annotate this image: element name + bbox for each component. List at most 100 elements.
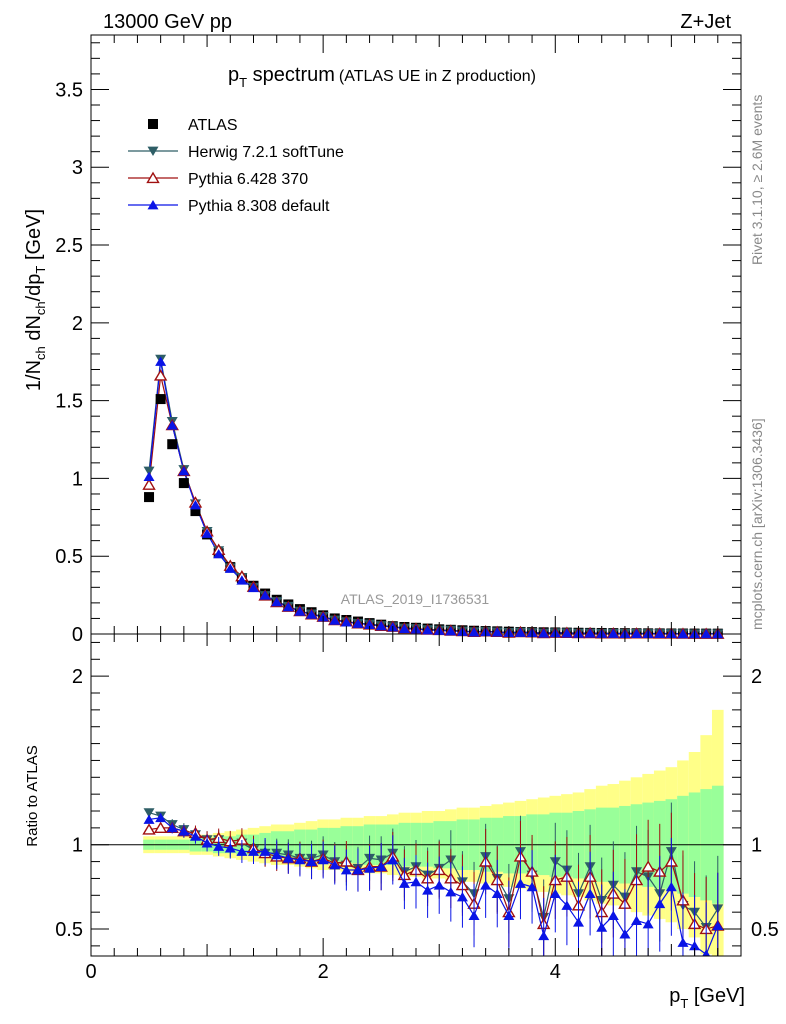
legend-marker [148,119,158,129]
series-point [178,466,190,476]
ratio-point [702,949,711,956]
legend-label: Pythia 6.428 370 [188,171,308,188]
series-point [248,582,259,593]
ratio-point [689,940,701,951]
data-point [144,492,155,503]
ratio-point [142,823,156,835]
series-point [153,369,168,381]
mcplots-note: mcplots.cern.ch [arXiv:1306.3436] [749,418,765,630]
data-point [190,506,201,517]
ratio-point [306,856,318,866]
ratio-point [259,846,271,856]
ratio-point [294,854,306,865]
legend-label: Pythia 8.308 default [188,198,330,215]
y-tick-label: 0.5 [55,546,83,568]
ratio-point [178,826,190,836]
ratio-point [387,854,399,865]
ratio-tick-label: 2 [72,666,83,688]
series-point [282,601,294,612]
legend-marker [146,171,160,184]
series-point [677,628,689,639]
series-point [271,596,283,607]
series-point [468,627,480,637]
y-tick-label: 3 [72,157,83,179]
y-tick-label: 0 [72,624,83,646]
data-point [178,478,189,489]
ratio-point [271,849,283,860]
ratio-point [654,898,666,909]
ratio-point [236,846,248,856]
y-tick-label: 1 [72,468,83,490]
series-point [491,627,503,637]
y-tick-label: 2 [72,313,83,335]
series-point [143,466,155,477]
series-point [538,628,550,638]
ratio-point [503,910,515,920]
ratio-point [166,822,178,833]
series-point [631,628,643,638]
ratio-point [641,860,655,872]
ratio-point [201,838,213,848]
series-point [584,628,596,638]
ratio-tick-label-right: 2 [751,666,762,688]
ratio-point [607,910,619,920]
ratio-point [561,900,573,910]
series-point [340,617,352,627]
series-point [201,528,213,538]
data-point [155,394,166,405]
series-point [654,628,666,639]
process-label: Z+Jet [680,11,731,33]
ratio-point [213,841,225,851]
series-point [700,628,712,639]
ratio-point [352,865,364,875]
series-point [294,606,306,616]
series-point [143,471,155,481]
ratio-panel [90,633,742,957]
series-point [561,628,573,638]
ratio-point [375,861,387,872]
series-point [236,575,248,585]
ratio-point [317,854,329,865]
ratio-point [143,808,155,818]
ratio-point [584,888,596,899]
series-point [514,627,526,637]
legend-marker [147,200,159,210]
x-axis-title: pT [GeV] [669,985,745,1011]
ratio-point [248,846,259,856]
ratio-point [189,831,201,841]
series-point [224,563,236,573]
ratio-point [433,880,445,890]
series-point [155,356,167,366]
ratio-point [480,880,492,890]
ratio-point [573,917,584,927]
legend-marker [147,146,159,156]
ratio-point [468,910,480,920]
energy-label: 13000 GeV pp [103,11,232,33]
ratio-tick-label-right: 0.5 [751,919,779,941]
ratio-point [364,863,376,873]
ratio-point [155,812,167,823]
series-point [166,420,178,430]
series-point [142,478,156,490]
ratio-point [549,888,561,899]
x-tick-label: 2 [318,961,329,983]
series-point [445,626,457,636]
ratio-tick-label: 1 [72,835,83,857]
series-point [329,615,341,625]
series-point [352,618,364,628]
legend-label: ATLAS [188,117,238,134]
analysis-id: ATLAS_2019_I1736531 [341,591,490,607]
y-tick-label: 2.5 [55,235,83,257]
x-tick-label: 4 [550,961,561,983]
legend: ATLAS Herwig 7.2.1 softTune Pythia 6.428 3… [128,117,344,215]
ratio-point [456,892,468,902]
series-point [259,590,271,600]
y-tick-label: 1.5 [55,391,83,413]
y-axis-title: 1/Nch dNch/dpT [GeV] [23,209,48,391]
ratio-point [491,888,503,899]
ratio-point [677,937,689,947]
ratio-point [329,860,341,870]
ratio-point [153,821,168,833]
series-point [189,499,201,510]
